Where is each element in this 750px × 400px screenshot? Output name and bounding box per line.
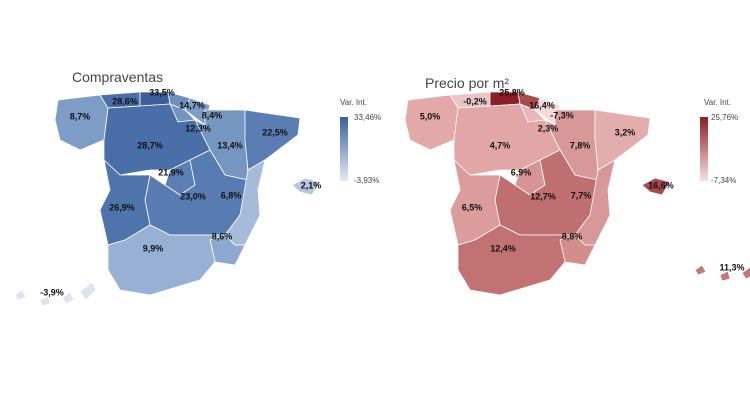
region-label: 8,8% [562, 231, 583, 241]
region-label: 8,4% [202, 110, 223, 120]
map: 5,0% -0,2% 25,8% 16,4%-7,3% 2,3% 7,8% 3,2% 4,7%… [404, 87, 750, 296]
legend-bar [700, 117, 708, 181]
region [291, 177, 321, 196]
region-label: 12,3% [185, 123, 211, 133]
region [594, 109, 651, 171]
map-title: Precio por m² [425, 75, 509, 91]
region-label: 12,7% [530, 191, 556, 201]
region-label: 12,4% [490, 243, 516, 253]
region-label: 11,3% [719, 262, 744, 272]
legend-min: -7,34% [711, 176, 736, 185]
region-label: 26,9% [109, 202, 135, 212]
legend-title: Var. Int. [704, 98, 731, 107]
legend-bar [340, 117, 348, 181]
region [14, 281, 97, 307]
region [641, 177, 671, 196]
legend-max: 33,46% [354, 113, 381, 122]
region-label: 21,9% [158, 167, 184, 177]
region-label: 22,5% [262, 127, 288, 137]
region-label: -3,9% [40, 287, 64, 297]
map: 8,7% 28,6% 33,5% 14,7%8,4% 12,3% 13,4% 22,5% 28… [14, 87, 322, 307]
region-label: 7,7% [571, 190, 592, 200]
region-label: 4,7% [490, 140, 511, 150]
region-label: 33,5% [149, 87, 175, 97]
region-label: 5,0% [420, 111, 441, 121]
region-label: 28,7% [137, 140, 163, 150]
region-label: -7,3% [550, 110, 574, 120]
region-label: 8,6% [212, 231, 233, 241]
region-label: -0,2% [463, 96, 487, 106]
region-label: 16,4% [529, 100, 555, 110]
legend-max: 25,76% [711, 113, 738, 122]
region-label: 6,9% [511, 167, 532, 177]
region-label: 14,7% [179, 100, 205, 110]
legend-title: Var. Int. [340, 98, 367, 107]
region-label: 6,5% [462, 202, 483, 212]
region [244, 109, 301, 171]
region [404, 94, 459, 151]
region-label: 2,1% [301, 180, 322, 190]
region-label: 16,6% [648, 180, 674, 190]
region-label: 9,9% [143, 243, 164, 253]
region-label: 3,2% [615, 127, 636, 137]
region [457, 224, 576, 296]
region-label: 23,0% [180, 191, 206, 201]
region [54, 94, 109, 151]
legend-min: -3,93% [354, 176, 379, 185]
region-label: 6,8% [221, 190, 242, 200]
region-label: 2,3% [538, 123, 559, 133]
region [107, 224, 226, 296]
region-label: 13,4% [217, 140, 243, 150]
region [694, 264, 750, 282]
region-label: 28,6% [112, 96, 138, 106]
map-title: Compraventas [72, 69, 163, 85]
region-label: 7,8% [570, 140, 591, 150]
region-label: 25,8% [499, 87, 525, 97]
region-label: 8,7% [70, 111, 91, 121]
